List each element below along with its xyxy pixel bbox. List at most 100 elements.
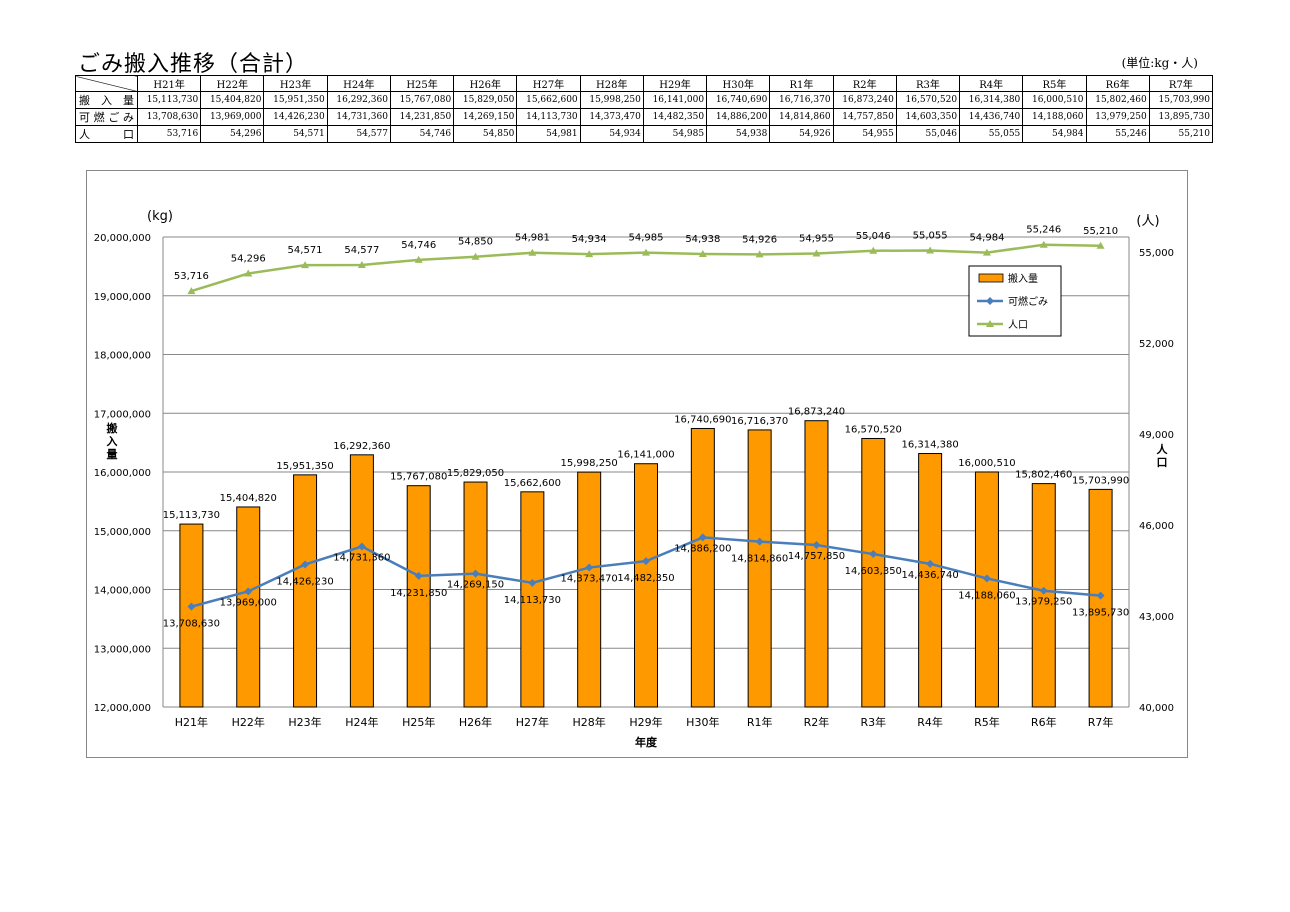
y-left-label-char: 量 <box>107 448 118 461</box>
bar-data-label: 15,113,730 <box>163 510 220 521</box>
bar-data-label: 15,802,460 <box>1015 470 1072 481</box>
table-cell: 55,055 <box>959 125 1024 143</box>
y-right-label-char: 口 <box>1157 456 1168 469</box>
burnable-point <box>585 563 594 572</box>
y-left-tick-label: 12,000,000 <box>94 703 151 714</box>
population-point <box>244 269 253 277</box>
burnable-data-label: 14,482,350 <box>617 573 674 584</box>
population-point <box>642 248 650 256</box>
bar-data-label: 16,740,690 <box>674 414 731 425</box>
population-point <box>414 255 423 263</box>
bar-data-label: 16,716,370 <box>731 416 788 427</box>
bar <box>406 485 431 708</box>
x-tick-label: H26年 <box>459 715 492 729</box>
page-title: ごみ搬入推移（合計） <box>78 52 309 77</box>
legend-label: 人口 <box>1008 319 1028 331</box>
y-left-tick-label: 20,000,000 <box>94 233 151 244</box>
burnable-data-label: 14,436,740 <box>901 570 958 581</box>
burnable-point <box>471 569 480 578</box>
population-data-label: 54,984 <box>969 233 1004 244</box>
bar <box>520 491 545 708</box>
bar <box>349 454 374 708</box>
y-right-unit: (人) <box>1136 214 1159 229</box>
table-row: 搬入量 15,113,730 15,404,820 15,951,350 16,292,… <box>75 91 1214 109</box>
table-cell: 54,981 <box>516 125 581 143</box>
table-cell: 54,850 <box>453 125 518 143</box>
population-point <box>926 246 935 254</box>
population-point <box>812 249 821 257</box>
bar <box>861 437 886 708</box>
bar <box>918 453 943 708</box>
population-point <box>357 260 366 268</box>
bar-data-label: 15,662,600 <box>504 478 561 489</box>
y-right-label-char: 人 <box>1157 442 1169 456</box>
burnable-data-label: 13,969,000 <box>220 597 277 608</box>
population-point <box>1096 241 1105 249</box>
burnable-data-label: 14,757,850 <box>788 551 845 562</box>
y-left-tick-label: 15,000,000 <box>94 527 151 538</box>
burnable-point <box>755 537 764 546</box>
population-point <box>698 250 707 258</box>
burnable-point <box>244 587 253 596</box>
table-header-row: H21年 H22年 H23年 H24年 H25年 H26年 H27年 H28年 H29年 H30年… <box>75 75 1214 92</box>
x-tick-label: R6年 <box>1031 715 1057 729</box>
burnable-point <box>869 550 878 559</box>
burnable-data-label: 13,895,730 <box>1072 608 1129 619</box>
burnable-data-label: 13,979,250 <box>1015 597 1072 608</box>
burnable-data-label: 14,814,860 <box>731 554 788 565</box>
y-left-unit: (kg) <box>147 209 173 224</box>
x-tick-label: R2年 <box>804 715 830 729</box>
x-tick-label: R5年 <box>974 715 1000 729</box>
population-data-label: 54,938 <box>685 234 720 245</box>
y-left-tick-label: 13,000,000 <box>94 644 151 655</box>
x-tick-label: R7年 <box>1088 715 1114 729</box>
table-row: 可燃ごみ 13,708,630 13,969,000 14,426,230 14,731… <box>75 108 1214 126</box>
y-left-tick-label: 14,000,000 <box>94 586 151 597</box>
legend-swatch-bar <box>978 273 1004 283</box>
y-right-tick-label: 49,000 <box>1139 430 1174 441</box>
population-data-label: 54,955 <box>799 234 834 245</box>
table-row-label: 搬入量 <box>75 91 138 109</box>
population-data-label: 54,577 <box>344 245 379 256</box>
population-point <box>471 252 480 260</box>
x-tick-label: H24年 <box>345 715 378 729</box>
bar-data-label: 15,951,350 <box>276 461 333 472</box>
bar <box>747 429 772 708</box>
population-point <box>187 287 196 295</box>
burnable-point <box>1039 586 1048 595</box>
burnable-data-label: 14,426,230 <box>276 576 333 587</box>
bar <box>179 523 204 708</box>
population-point <box>982 248 991 256</box>
bar <box>974 471 999 708</box>
legend-marker-population <box>986 320 994 327</box>
table-cell: 54,934 <box>579 125 644 143</box>
x-axis-label: 年度 <box>635 735 658 749</box>
burnable-data-label: 14,269,150 <box>447 580 504 591</box>
burnable-point <box>812 540 821 549</box>
x-tick-label: H27年 <box>516 715 549 729</box>
population-data-label: 55,210 <box>1083 226 1118 237</box>
burnable-point <box>642 557 650 566</box>
population-data-label: 55,055 <box>913 230 948 241</box>
x-tick-label: R3年 <box>860 715 886 729</box>
bar-data-label: 15,998,250 <box>561 458 618 469</box>
y-left-tick-label: 16,000,000 <box>94 468 151 479</box>
population-data-label: 54,296 <box>231 254 266 265</box>
y-right-tick-label: 43,000 <box>1139 612 1174 623</box>
x-tick-label: R4年 <box>917 715 943 729</box>
x-tick-label: H22年 <box>232 715 265 729</box>
table-cell: 53,716 <box>136 125 202 143</box>
bar <box>634 463 658 708</box>
y-right-tick-label: 46,000 <box>1139 521 1174 532</box>
table-row-label: 人口 <box>75 125 138 143</box>
population-data-label: 54,926 <box>742 234 777 245</box>
bar <box>463 481 488 708</box>
y-left-tick-label: 18,000,000 <box>94 351 151 362</box>
chart-frame <box>86 170 1188 758</box>
y-right-tick-label: 52,000 <box>1139 339 1174 350</box>
burnable-data-label: 14,603,350 <box>845 566 902 577</box>
x-tick-label: H25年 <box>402 715 435 729</box>
x-tick-label: H28年 <box>573 715 606 729</box>
bar-data-label: 15,829,050 <box>447 468 504 479</box>
